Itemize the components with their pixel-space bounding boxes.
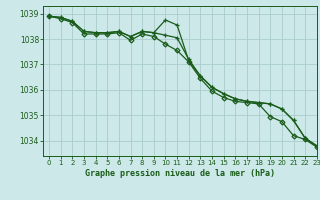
X-axis label: Graphe pression niveau de la mer (hPa): Graphe pression niveau de la mer (hPa): [85, 169, 275, 178]
